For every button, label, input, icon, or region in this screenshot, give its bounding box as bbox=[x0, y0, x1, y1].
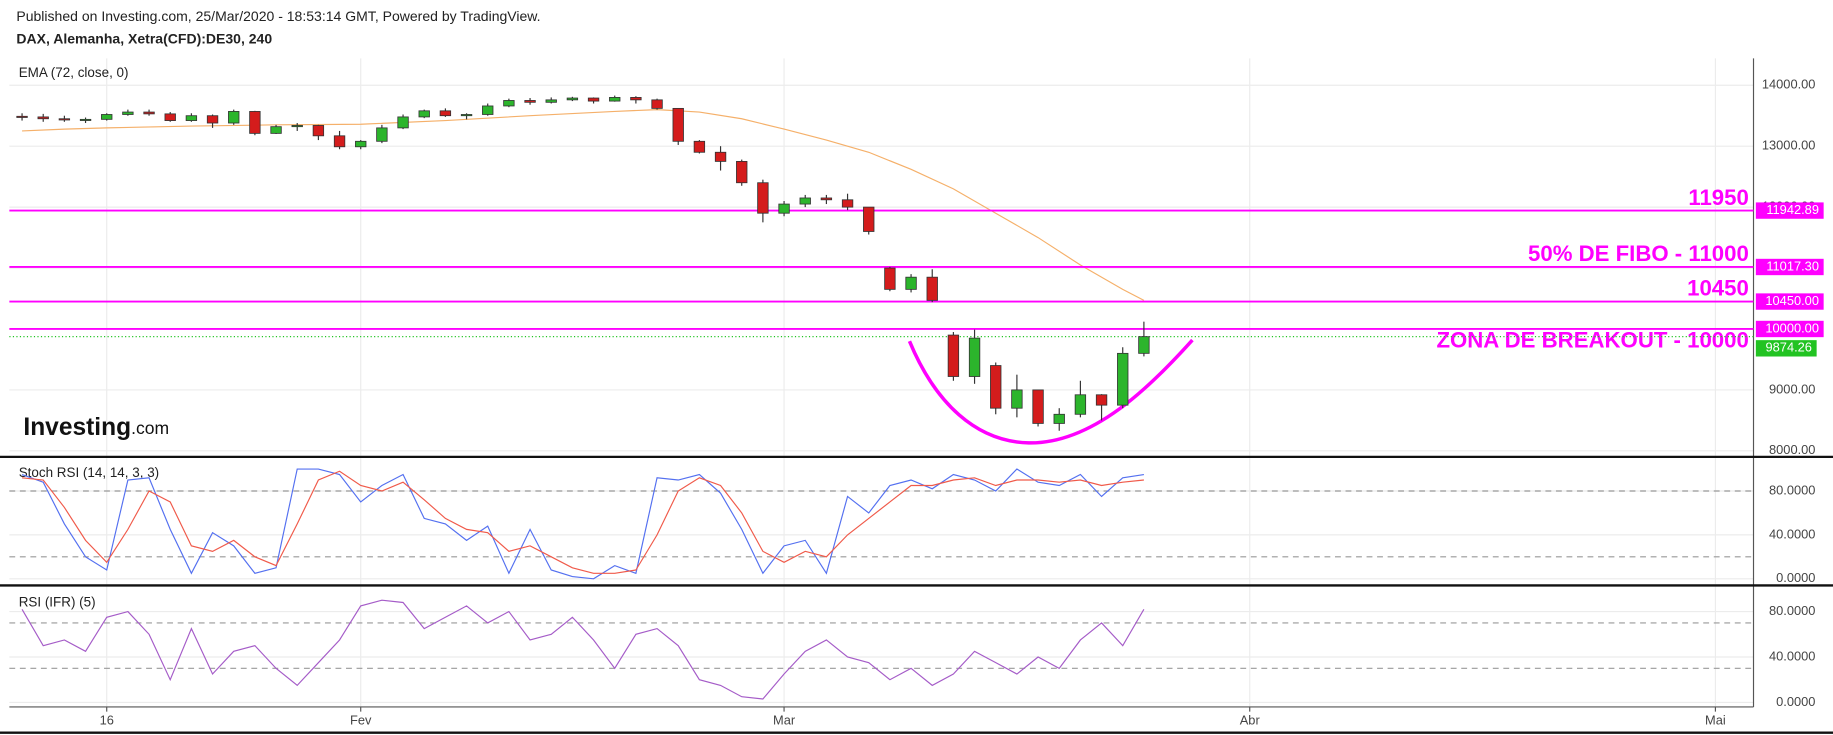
candle-body bbox=[926, 276, 938, 301]
x-tick-label: Fev bbox=[350, 712, 372, 727]
candle-body bbox=[482, 105, 494, 115]
candle-body bbox=[609, 97, 621, 102]
candle-body bbox=[312, 125, 325, 137]
price-tag-label: 11942.89 bbox=[1766, 202, 1819, 217]
candle-body bbox=[206, 115, 219, 124]
candle-body bbox=[693, 140, 706, 153]
candle-body bbox=[820, 197, 833, 201]
candle-body bbox=[990, 365, 1002, 409]
candle-body bbox=[122, 111, 134, 115]
candle-body bbox=[587, 97, 600, 102]
price-tag bbox=[1755, 202, 1824, 219]
candle-body bbox=[1011, 389, 1023, 409]
candle-body bbox=[884, 267, 896, 290]
price-tag-label: 11017.30 bbox=[1766, 258, 1819, 273]
y-tick-label: 80.0000 bbox=[1769, 603, 1815, 618]
candle-body bbox=[545, 99, 557, 103]
candle-body bbox=[863, 206, 875, 232]
y-tick-label: 0.0000 bbox=[1776, 570, 1815, 585]
level-annotation: ZONA DE BREAKOUT - 10000 bbox=[1436, 328, 1748, 353]
candle-body bbox=[143, 111, 155, 115]
x-tick-label: 16 bbox=[100, 712, 114, 727]
candle-body bbox=[1074, 394, 1087, 415]
instrument-title: DAX, Alemanha, Xetra(CFD):DE30, 240 bbox=[16, 30, 272, 46]
candle-body bbox=[397, 116, 409, 129]
price-tag bbox=[1755, 320, 1824, 338]
candle-body bbox=[439, 110, 452, 117]
level-annotation: 11950 bbox=[1688, 185, 1748, 210]
candle-body bbox=[355, 140, 367, 148]
logo-suffix: .com bbox=[131, 417, 169, 437]
candle-body bbox=[757, 182, 769, 214]
candle-body bbox=[736, 160, 748, 184]
candle-body bbox=[228, 111, 240, 124]
candle-body bbox=[185, 115, 198, 121]
indicator-line bbox=[21, 599, 1145, 700]
candle-body bbox=[503, 100, 515, 107]
logo: Investing.com bbox=[23, 414, 169, 441]
candle-body bbox=[270, 126, 282, 134]
candle-body bbox=[58, 118, 71, 121]
indicator-line bbox=[21, 470, 1144, 574]
candle-body bbox=[1095, 394, 1108, 406]
candle-body bbox=[1138, 336, 1150, 354]
candle-body bbox=[968, 337, 981, 377]
candle-body bbox=[333, 135, 346, 148]
x-tick-label: Mai bbox=[1705, 712, 1726, 727]
y-tick-label: 14000.00 bbox=[1762, 77, 1816, 92]
candle-body bbox=[1053, 413, 1065, 424]
y-tick-label: 9000.00 bbox=[1769, 381, 1815, 396]
candle-body bbox=[79, 118, 92, 121]
last-price-label: 9874.26 bbox=[1766, 340, 1812, 355]
candle-body bbox=[164, 113, 176, 121]
y-tick-label: 40.0000 bbox=[1769, 526, 1815, 541]
x-tick-label: Abr bbox=[1240, 712, 1261, 727]
cup-pattern-drawing bbox=[907, 338, 1194, 445]
candle-body bbox=[799, 197, 811, 205]
price-tag bbox=[1755, 293, 1824, 310]
y-tick-label: 8000.00 bbox=[1769, 442, 1815, 457]
candle-body bbox=[672, 107, 684, 142]
candle-body bbox=[524, 100, 536, 103]
candle-body bbox=[460, 114, 473, 117]
candle-body bbox=[37, 116, 49, 120]
logo-brand: Investing bbox=[23, 414, 131, 441]
ema-line bbox=[22, 109, 1145, 301]
published-note: Published on Investing.com, 25/Mar/2020 … bbox=[16, 8, 540, 24]
candle-body bbox=[630, 97, 642, 101]
ema-legend: EMA (72, close, 0) bbox=[19, 65, 129, 80]
candle-body bbox=[418, 110, 430, 118]
candle-body bbox=[778, 203, 790, 214]
y-tick-label: 80.0000 bbox=[1769, 482, 1815, 497]
candle-body bbox=[1032, 389, 1044, 424]
y-tick-label: 0.0000 bbox=[1776, 694, 1815, 709]
candle-body bbox=[841, 199, 854, 208]
y-tick-label: 40.0000 bbox=[1769, 648, 1815, 663]
indicator-line bbox=[21, 468, 1144, 580]
candle-body bbox=[651, 99, 663, 109]
candle-body bbox=[249, 111, 261, 134]
price-tag bbox=[1755, 258, 1824, 276]
level-annotation: 10450 bbox=[1687, 276, 1749, 301]
price-tag-label: 10450.00 bbox=[1765, 293, 1819, 308]
y-tick-label: 13000.00 bbox=[1762, 138, 1816, 153]
x-tick-label: Mar bbox=[773, 712, 796, 727]
candle-body bbox=[905, 276, 917, 290]
candle-body bbox=[16, 115, 28, 118]
candle-body bbox=[291, 125, 303, 128]
candle-body bbox=[714, 151, 727, 162]
rsi-title: RSI (IFR) (5) bbox=[19, 595, 96, 610]
stoch-title: Stoch RSI (14, 14, 3, 3) bbox=[19, 465, 159, 480]
level-annotation: 50% DE FIBO - 11000 bbox=[1528, 241, 1749, 266]
candle-body bbox=[1117, 352, 1129, 406]
candle-body bbox=[376, 127, 388, 142]
candle-body bbox=[566, 97, 579, 101]
candle-body bbox=[101, 114, 113, 120]
candle-body bbox=[947, 334, 960, 377]
price-tag-label: 10000.00 bbox=[1765, 320, 1819, 335]
last-price-tag bbox=[1755, 340, 1817, 357]
